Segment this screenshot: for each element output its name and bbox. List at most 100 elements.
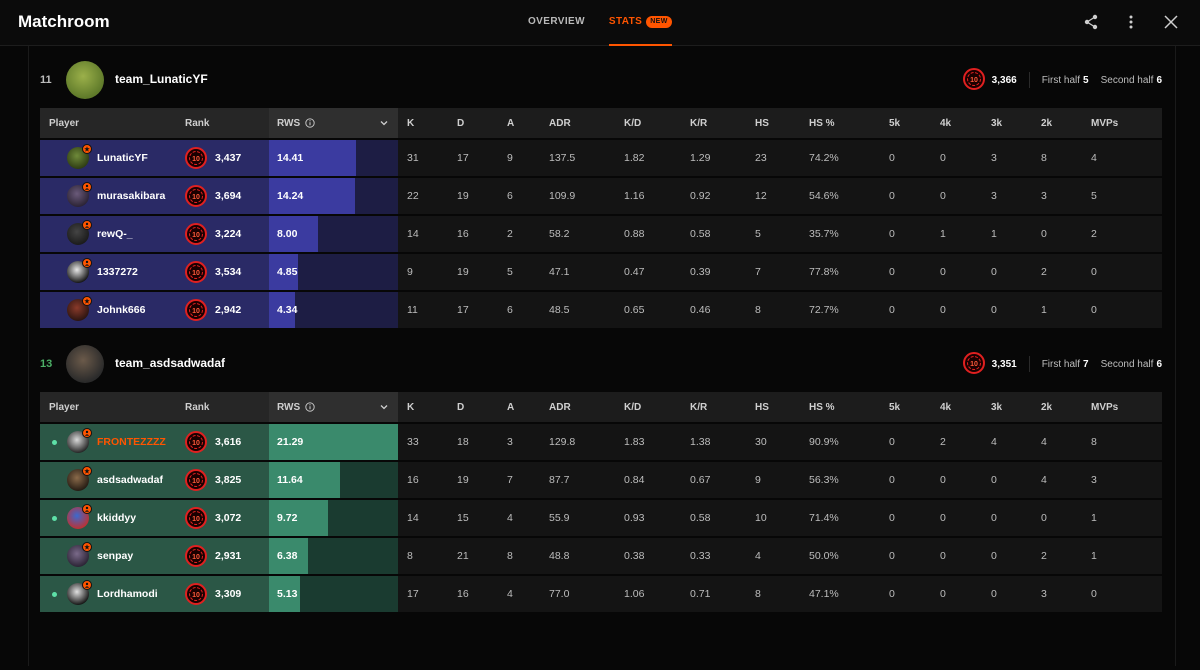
tab-stats[interactable]: STATS NEW [608, 0, 672, 46]
player-name[interactable]: LunaticYF [97, 152, 148, 164]
share-icon[interactable] [1082, 12, 1100, 32]
column-header-k[interactable]: K [407, 401, 415, 413]
column-header-k2[interactable]: 2k [1041, 117, 1053, 129]
stat-k: 8 [407, 550, 413, 562]
column-header-kd[interactable]: K/D [624, 401, 642, 413]
team-avatar[interactable] [66, 61, 104, 99]
column-header-kr[interactable]: K/R [690, 117, 708, 129]
column-header-rank[interactable]: Rank [185, 401, 210, 413]
column-header-k[interactable]: K [407, 117, 415, 129]
player-name[interactable]: senpay [97, 550, 134, 562]
chevron-down-icon[interactable] [380, 119, 388, 127]
stat-mvps: 5 [1091, 190, 1097, 202]
column-header-hsp[interactable]: HS % [809, 117, 835, 129]
column-header-adr[interactable]: ADR [549, 117, 571, 129]
player-name[interactable]: FRONTEZZZZ [97, 436, 166, 448]
team-avatar[interactable] [66, 345, 104, 383]
rws-label: RWS [277, 392, 315, 422]
player-name[interactable]: rewQ-_ [97, 228, 133, 240]
column-header-mvps[interactable]: MVPs [1091, 401, 1119, 413]
column-header-kd[interactable]: K/D [624, 117, 642, 129]
player-row[interactable]: Johnk666 10 2,942 4.34 11 17 6 48.5 0.65 0.46 8 72.… [40, 292, 1162, 328]
stat-a: 3 [507, 436, 513, 448]
column-header-k5[interactable]: 5k [889, 117, 901, 129]
column-header-hsp[interactable]: HS % [809, 401, 835, 413]
player-name[interactable]: asdsadwadaf [97, 474, 163, 486]
stat-k5: 0 [889, 190, 895, 202]
column-header-player[interactable]: Player [49, 117, 80, 129]
player-name[interactable]: Johnk666 [97, 304, 146, 316]
stat-k4: 0 [940, 304, 946, 316]
player-row[interactable]: senpay 10 2,931 6.38 8 21 8 48.8 0.38 0.33 4 50.0% 0… [40, 538, 1162, 574]
column-header-hs[interactable]: HS [755, 117, 769, 129]
skill-level-badge: 10 [185, 299, 207, 321]
window-actions [1082, 12, 1180, 32]
stat-adr: 109.9 [549, 190, 576, 202]
column-header-d[interactable]: D [457, 401, 465, 413]
player-row[interactable]: asdsadwadaf 10 3,825 11.64 16 19 7 87.7 0.84 0.67… [40, 462, 1162, 498]
column-header-k2[interactable]: 2k [1041, 401, 1053, 413]
column-header-rws[interactable]: RWS [269, 108, 398, 138]
svg-text:10: 10 [192, 516, 200, 523]
column-header-player[interactable]: Player [49, 401, 80, 413]
premium-star-icon [82, 542, 92, 552]
tab-overview[interactable]: OVERVIEW [528, 0, 585, 46]
rws-cell: 8.00 [269, 216, 398, 252]
stat-k5: 0 [889, 266, 895, 278]
player-name[interactable]: 1337272 [97, 266, 138, 278]
column-header-k3[interactable]: 3k [991, 117, 1003, 129]
player-row[interactable]: murasakibara 10 3,694 14.24 22 19 6 109.9 1.16 0.… [40, 178, 1162, 214]
column-header-k4[interactable]: 4k [940, 117, 952, 129]
rws-bar [269, 576, 301, 612]
stat-k4: 1 [940, 228, 946, 240]
stat-d: 19 [457, 474, 469, 486]
info-icon[interactable] [305, 402, 315, 412]
stat-k: 14 [407, 228, 419, 240]
stat-k: 17 [407, 588, 419, 600]
column-header-a[interactable]: A [507, 401, 515, 413]
column-header-k3[interactable]: 3k [991, 401, 1003, 413]
player-name[interactable]: murasakibara [97, 190, 166, 202]
team-rank-badge: 10 [962, 67, 985, 93]
player-row[interactable]: FRONTEZZZZ 10 3,616 21.29 33 18 3 129.8 1.83 1.38… [40, 424, 1162, 460]
column-header-mvps[interactable]: MVPs [1091, 117, 1119, 129]
player-row[interactable]: kkiddyy 10 3,072 9.72 14 15 4 55.9 0.93 0.58 10 71.… [40, 500, 1162, 536]
column-header-a[interactable]: A [507, 117, 515, 129]
column-header-rank[interactable]: Rank [185, 117, 210, 129]
team-stats-table: Player Rank RWS K D A ADR K/D K/R HS HS % 5k 4k 3k 2k M… [40, 392, 1162, 612]
more-vertical-icon[interactable] [1122, 12, 1140, 32]
info-icon[interactable] [305, 118, 315, 128]
svg-text:10: 10 [192, 478, 200, 485]
player-row[interactable]: Lordhamodi 10 3,309 5.13 17 16 4 77.0 1.06 0.71 8 4… [40, 576, 1162, 612]
stat-k3: 0 [991, 512, 997, 524]
table-header: Player Rank RWS K D A ADR K/D K/R HS HS % 5k 4k 3k 2k M… [40, 108, 1162, 138]
player-name[interactable]: Lordhamodi [97, 588, 158, 600]
column-header-k5[interactable]: 5k [889, 401, 901, 413]
column-header-kr[interactable]: K/R [690, 401, 708, 413]
skill-level-badge: 10 [185, 545, 207, 567]
player-row[interactable]: 1337272 10 3,534 4.85 9 19 5 47.1 0.47 0.39 7 77.8%… [40, 254, 1162, 290]
column-header-hs[interactable]: HS [755, 401, 769, 413]
player-row[interactable]: LunaticYF 10 3,437 14.41 31 17 9 137.5 1.82 1.29 2… [40, 140, 1162, 176]
rws-cell: 5.13 [269, 576, 398, 612]
player-name[interactable]: kkiddyy [97, 512, 137, 524]
stat-k3: 0 [991, 588, 997, 600]
column-header-adr[interactable]: ADR [549, 401, 571, 413]
stat-kr: 1.29 [690, 152, 711, 164]
stat-k3: 4 [991, 436, 997, 448]
rws-cell: 6.38 [269, 538, 398, 574]
player-row[interactable]: rewQ-_ 10 3,224 8.00 14 16 2 58.2 0.88 0.58 5 35.7%… [40, 216, 1162, 252]
column-header-rws[interactable]: RWS [269, 392, 398, 422]
team-score: 13 [40, 358, 53, 370]
column-header-d[interactable]: D [457, 117, 465, 129]
team-name[interactable]: team_asdsadwadaf [115, 356, 226, 370]
close-icon[interactable] [1162, 12, 1180, 32]
stat-kr: 1.38 [690, 436, 711, 448]
chevron-down-icon[interactable] [380, 403, 388, 411]
stat-k: 22 [407, 190, 419, 202]
team-name[interactable]: team_LunaticYF [115, 72, 208, 86]
party-icon [82, 258, 92, 268]
party-icon [82, 220, 92, 230]
column-header-k4[interactable]: 4k [940, 401, 952, 413]
stat-k2: 0 [1041, 512, 1047, 524]
